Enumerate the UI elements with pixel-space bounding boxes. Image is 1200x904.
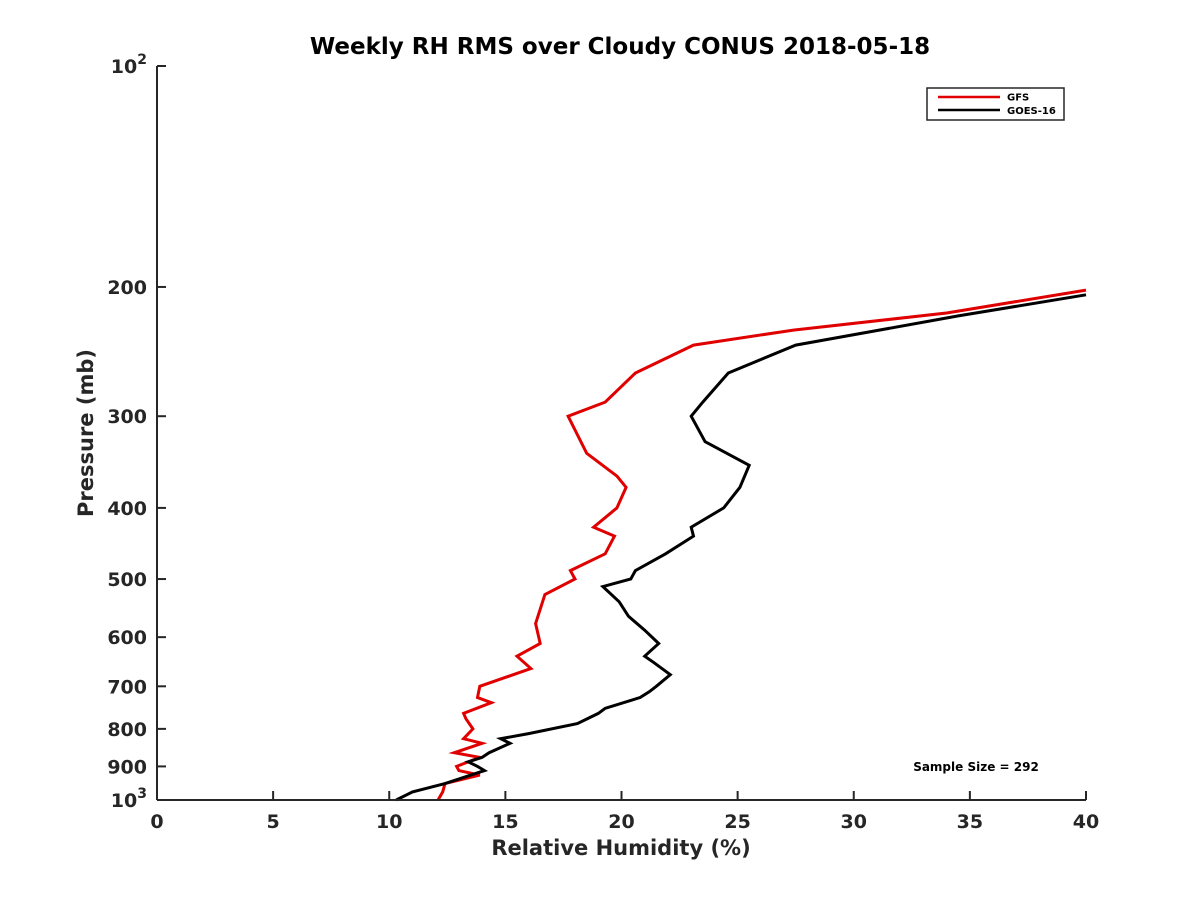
y-axis-label: Pressure (mb): [74, 349, 98, 517]
x-tick-label: 15: [492, 811, 518, 833]
x-axis-label: Relative Humidity (%): [491, 836, 750, 860]
x-tick-label: 5: [267, 811, 280, 833]
y-tick-label: 500: [107, 569, 147, 591]
y-axis-ticks: 102 200 300 400 500 600 700 800 900 103: [107, 52, 166, 812]
y-tick-label: 700: [107, 676, 147, 698]
series-group: [395, 288, 1087, 802]
legend-box: [926, 87, 1065, 121]
sample-size-annotation: Sample Size = 292: [913, 760, 1039, 774]
chart-title: Weekly RH RMS over Cloudy CONUS 2018-05-…: [310, 34, 930, 60]
y-tick-label: 200: [107, 277, 147, 299]
x-tick-label: 40: [1073, 811, 1099, 833]
x-tick-label: 10: [376, 811, 402, 833]
series-line-goes16: [395, 293, 1087, 802]
x-axis-ticks: 0 5 10 15 20 25 30 35 40: [150, 791, 1099, 833]
y-tick-label: 102: [111, 52, 147, 78]
y-tick-label: 103: [111, 786, 147, 812]
series-line-gfs: [436, 288, 1087, 801]
plot-area: 0 5 10 15 20 25 30 35 40 102 200 300 400 500 600 700 80…: [107, 52, 1099, 833]
x-tick-label: 0: [150, 811, 163, 833]
legend-label-gfs: GFS: [1007, 93, 1029, 104]
x-tick-label: 35: [957, 811, 983, 833]
y-tick-label: 900: [107, 756, 147, 778]
x-tick-label: 20: [608, 811, 634, 833]
y-tick-label: 400: [107, 498, 147, 520]
legend: GFS GOES-16: [926, 87, 1065, 121]
y-tick-label: 600: [107, 627, 147, 649]
legend-label-goes16: GOES-16: [1007, 106, 1056, 117]
y-tick-label: 300: [107, 406, 147, 428]
x-tick-label: 25: [724, 811, 750, 833]
y-tick-label: 800: [107, 719, 147, 741]
x-tick-label: 30: [841, 811, 867, 833]
